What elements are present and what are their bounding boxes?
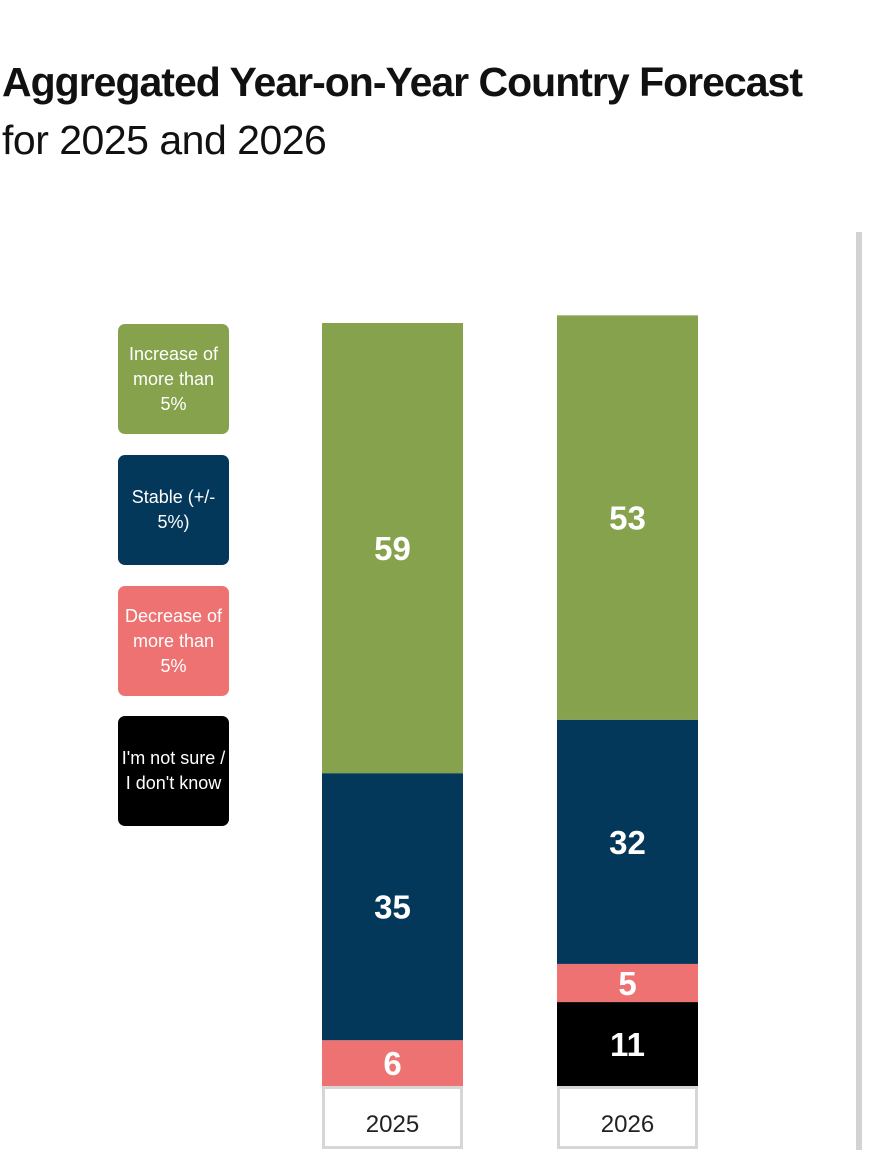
legend-label-decrease: Decrease of more than 5% <box>124 605 223 676</box>
legend-label-increase: Increase of more than 5% <box>128 343 219 414</box>
legend-item-stable: Stable (+/- 5%) <box>118 455 229 565</box>
bar-segment-2026-1 <box>557 719 698 964</box>
bar-segment-2025-1 <box>322 773 463 1041</box>
bar-segment-2026-3 <box>557 1002 698 1086</box>
right-divider <box>856 232 862 1150</box>
data-label-2025-2: 6 <box>383 1045 401 1082</box>
legend-item-decrease: Decrease of more than 5% <box>118 586 229 696</box>
data-label-2026-0: 53 <box>609 500 646 537</box>
bar-segment-2025-0 <box>322 323 463 774</box>
data-label-2025-0: 59 <box>374 530 411 567</box>
bar-segment-2026-0 <box>557 315 698 720</box>
chart-subtitle: for 2025 and 2026 <box>2 117 327 163</box>
legend-item-not-sure: I'm not sure / I don't know <box>118 716 229 826</box>
bar-segment-2026-2 <box>557 963 698 1003</box>
bar-segment-2025-2 <box>322 1040 463 1086</box>
data-label-2026-2: 5 <box>618 965 636 1002</box>
legend-label-stable: Stable (+/- 5%) <box>131 487 216 532</box>
data-label-2026-1: 32 <box>609 824 646 861</box>
category-box-2026 <box>557 1086 698 1149</box>
legend-label-not-sure: I'm not sure / I don't know <box>121 748 226 793</box>
category-label-2026: 2026 <box>601 1111 654 1138</box>
category-label-2025: 2025 <box>366 1111 419 1138</box>
data-label-2025-1: 35 <box>374 889 411 926</box>
legend-item-increase: Increase of more than 5% <box>118 324 229 434</box>
category-box-2025 <box>322 1086 463 1149</box>
data-label-2026-3: 11 <box>610 1026 645 1063</box>
chart-title: Aggregated Year-on-Year Country Forecast <box>2 59 803 105</box>
